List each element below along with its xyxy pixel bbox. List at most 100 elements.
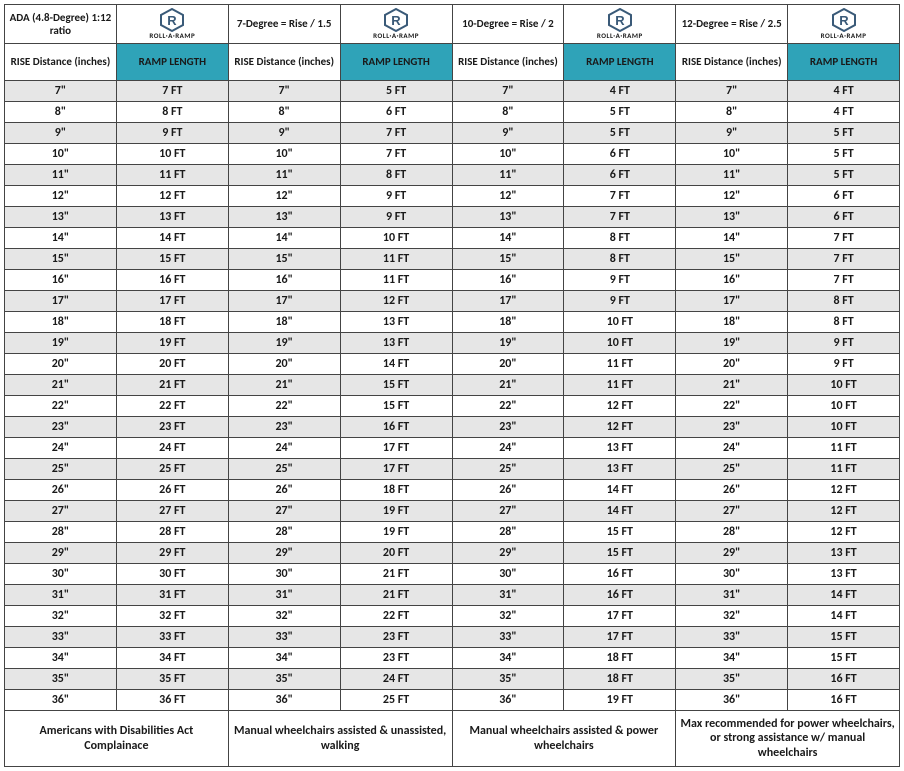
rise-cell: 30" — [5, 564, 117, 585]
ramp-cell: 13 FT — [788, 543, 900, 564]
table-row: 14"14 FT14"10 FT14"8 FT14"7 FT — [5, 228, 900, 249]
rise-cell: 28" — [228, 522, 340, 543]
rise-cell: 22" — [676, 396, 788, 417]
ramp-cell: 14 FT — [788, 585, 900, 606]
rise-cell: 13" — [452, 207, 564, 228]
rise-cell: 13" — [5, 207, 117, 228]
rise-cell: 24" — [228, 438, 340, 459]
ramp-cell: 28 FT — [116, 522, 228, 543]
rise-cell: 24" — [5, 438, 117, 459]
rise-header: RISE Distance (inches) — [5, 44, 117, 81]
ramp-cell: 14 FT — [340, 354, 452, 375]
ramp-cell: 19 FT — [340, 522, 452, 543]
rise-cell: 21" — [5, 375, 117, 396]
rise-cell: 29" — [452, 543, 564, 564]
ramp-cell: 16 FT — [788, 669, 900, 690]
rise-cell: 11" — [452, 165, 564, 186]
table-row: 11"11 FT11"8 FT11"6 FT11"5 FT — [5, 165, 900, 186]
ramp-cell: 10 FT — [564, 312, 676, 333]
table-row: 16"16 FT16"11 FT16"9 FT16"7 FT — [5, 270, 900, 291]
rise-cell: 13" — [676, 207, 788, 228]
ramp-cell: 15 FT — [788, 627, 900, 648]
table-row: 25"25 FT25"17 FT25"13 FT25"11 FT — [5, 459, 900, 480]
rise-cell: 31" — [228, 585, 340, 606]
rise-cell: 17" — [452, 291, 564, 312]
table-row: 15"15 FT15"11 FT15"8 FT15"7 FT — [5, 249, 900, 270]
ramp-cell: 26 FT — [116, 480, 228, 501]
rise-cell: 29" — [228, 543, 340, 564]
rise-cell: 11" — [676, 165, 788, 186]
ramp-cell: 15 FT — [116, 249, 228, 270]
ramp-cell: 12 FT — [340, 291, 452, 312]
ramp-cell: 18 FT — [564, 669, 676, 690]
rise-cell: 8" — [5, 102, 117, 123]
rise-cell: 32" — [676, 606, 788, 627]
table-row: 23"23 FT23"16 FT23"12 FT23"10 FT — [5, 417, 900, 438]
ramp-cell: 35 FT — [116, 669, 228, 690]
ramp-cell: 17 FT — [116, 291, 228, 312]
ramp-cell: 10 FT — [788, 396, 900, 417]
rise-cell: 20" — [5, 354, 117, 375]
svg-text:R: R — [615, 13, 625, 28]
rise-cell: 36" — [5, 690, 117, 711]
rise-cell: 15" — [228, 249, 340, 270]
table-row: 18"18 FT18"13 FT18"10 FT18"8 FT — [5, 312, 900, 333]
rise-cell: 28" — [676, 522, 788, 543]
rise-cell: 20" — [452, 354, 564, 375]
ramp-cell: 7 FT — [116, 81, 228, 102]
ramp-cell: 15 FT — [340, 396, 452, 417]
ramp-cell: 13 FT — [340, 333, 452, 354]
rise-cell: 13" — [228, 207, 340, 228]
ramp-cell: 6 FT — [564, 144, 676, 165]
rise-cell: 32" — [452, 606, 564, 627]
table-row: 34"34 FT34"23 FT34"18 FT34"15 FT — [5, 648, 900, 669]
ramp-cell: 9 FT — [788, 354, 900, 375]
ramp-cell: 6 FT — [564, 165, 676, 186]
ramp-cell: 7 FT — [788, 249, 900, 270]
ramp-cell: 13 FT — [116, 207, 228, 228]
rise-cell: 24" — [676, 438, 788, 459]
ramp-cell: 36 FT — [116, 690, 228, 711]
ramp-cell: 12 FT — [564, 417, 676, 438]
brand-logo-text: ROLL·A·RAMP — [568, 32, 671, 40]
rise-cell: 20" — [228, 354, 340, 375]
rise-cell: 7" — [452, 81, 564, 102]
ramp-cell: 8 FT — [564, 228, 676, 249]
ramp-cell: 12 FT — [116, 186, 228, 207]
table-row: 31"31 FT31"21 FT31"16 FT31"14 FT — [5, 585, 900, 606]
rise-cell: 9" — [228, 123, 340, 144]
rise-cell: 36" — [676, 690, 788, 711]
rise-cell: 25" — [676, 459, 788, 480]
table-row: 32"32 FT32"22 FT32"17 FT32"14 FT — [5, 606, 900, 627]
rise-cell: 18" — [676, 312, 788, 333]
ramp-cell: 9 FT — [564, 270, 676, 291]
brand-logo: R ROLL·A·RAMP — [788, 5, 900, 44]
rise-cell: 28" — [5, 522, 117, 543]
ramp-cell: 15 FT — [788, 648, 900, 669]
footer-note: Manual wheelchairs assisted & power whee… — [452, 711, 676, 767]
hex-r-icon: R — [383, 8, 409, 32]
table-row: 20"20 FT20"14 FT20"11 FT20"9 FT — [5, 354, 900, 375]
rise-cell: 21" — [228, 375, 340, 396]
rise-cell: 29" — [5, 543, 117, 564]
rise-cell: 26" — [228, 480, 340, 501]
rise-cell: 31" — [452, 585, 564, 606]
table-row: 35"35 FT35"24 FT35"18 FT35"16 FT — [5, 669, 900, 690]
brand-logo: R ROLL·A·RAMP — [116, 5, 228, 44]
rise-cell: 12" — [5, 186, 117, 207]
rise-cell: 7" — [5, 81, 117, 102]
rise-cell: 33" — [676, 627, 788, 648]
rise-cell: 26" — [452, 480, 564, 501]
table-body: 7"7 FT7"5 FT7"4 FT7"4 FT8"8 FT8"6 FT8"5 … — [5, 81, 900, 711]
rise-cell: 15" — [452, 249, 564, 270]
rise-cell: 18" — [228, 312, 340, 333]
rise-cell: 34" — [676, 648, 788, 669]
rise-cell: 14" — [676, 228, 788, 249]
ramp-cell: 22 FT — [116, 396, 228, 417]
ramp-cell: 10 FT — [340, 228, 452, 249]
footer-note: Manual wheelchairs assisted & unassisted… — [228, 711, 452, 767]
table-row: 26"26 FT26"18 FT26"14 FT26"12 FT — [5, 480, 900, 501]
ramp-cell: 21 FT — [340, 585, 452, 606]
ramp-cell: 11 FT — [564, 354, 676, 375]
rise-cell: 33" — [5, 627, 117, 648]
